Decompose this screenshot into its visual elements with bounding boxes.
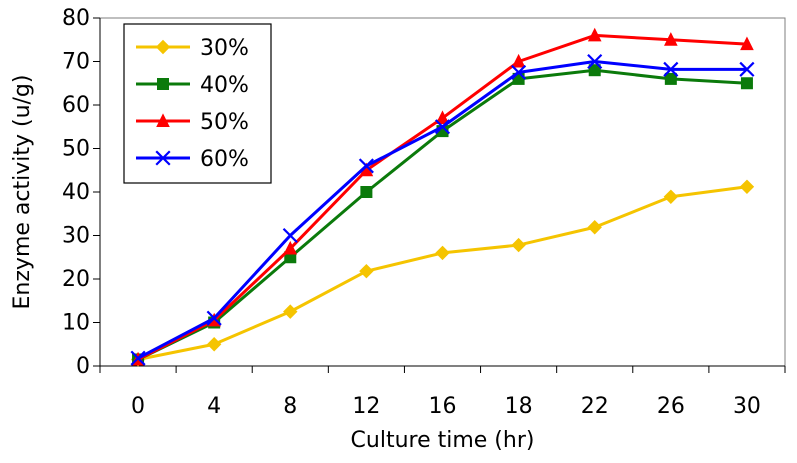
y-tick-label: 0 <box>76 354 90 379</box>
data-point <box>359 263 374 279</box>
data-point <box>283 304 298 319</box>
x-tick-label: 12 <box>352 394 380 419</box>
x-tick-label: 8 <box>283 394 297 419</box>
x-tick-label: 26 <box>657 394 685 419</box>
x-tick-label: 22 <box>581 394 609 419</box>
legend-label: 30% <box>200 36 249 61</box>
data-point <box>206 310 222 326</box>
legend-label: 50% <box>200 110 249 135</box>
data-point <box>282 227 298 244</box>
data-point <box>206 337 222 352</box>
x-tick-label: 4 <box>207 394 221 419</box>
series-layer <box>130 27 755 367</box>
data-point <box>664 72 677 85</box>
y-axis: 0 10 20 30 40 50 60 70 80 <box>62 6 101 379</box>
data-point <box>435 245 450 261</box>
data-point <box>587 53 603 70</box>
data-point <box>358 158 374 174</box>
legend-item: 40% <box>136 73 249 98</box>
data-point <box>130 350 146 366</box>
data-point <box>511 237 526 253</box>
data-point <box>157 78 169 90</box>
x-axis: 0 4 8 12 16 18 22 26 30 <box>99 365 786 419</box>
y-axis-title: Enzyme activity (u/g) <box>10 75 35 310</box>
data-point <box>588 64 601 77</box>
legend-label: 40% <box>200 73 249 98</box>
y-tick-label: 10 <box>62 311 90 336</box>
y-tick-label: 30 <box>62 224 90 249</box>
legend-item: 50% <box>136 110 249 135</box>
data-point <box>511 64 527 80</box>
legend-item: 60% <box>136 147 249 172</box>
data-point <box>156 113 170 127</box>
y-tick-label: 40 <box>62 180 90 205</box>
data-point <box>587 220 602 235</box>
data-point <box>587 27 602 42</box>
x-axis-title: Culture time (hr) <box>351 428 535 453</box>
data-point <box>739 179 755 194</box>
data-point <box>664 32 678 46</box>
data-point <box>435 110 450 125</box>
x-tick-label: 16 <box>429 394 457 419</box>
data-point <box>155 150 171 166</box>
legend-item: 30% <box>136 36 249 61</box>
data-point <box>740 36 754 51</box>
legend-label: 60% <box>200 147 249 172</box>
data-point <box>663 189 679 204</box>
legend: 30% 40% 50% 60% <box>123 23 272 184</box>
data-point <box>511 53 526 68</box>
data-point <box>434 119 451 135</box>
data-point <box>739 61 755 77</box>
x-tick-label: 30 <box>733 394 761 419</box>
data-point <box>663 61 679 77</box>
y-tick-label: 20 <box>62 267 90 292</box>
x-tick-label: 0 <box>131 394 145 419</box>
y-tick-label: 70 <box>62 50 90 75</box>
data-point <box>283 240 298 255</box>
data-point <box>155 39 171 55</box>
series-60-percent <box>130 53 755 366</box>
x-tick-label: 18 <box>505 394 533 419</box>
data-point <box>360 186 373 198</box>
y-tick-label: 60 <box>62 93 90 118</box>
data-point <box>740 77 753 90</box>
y-tick-label: 50 <box>62 137 90 162</box>
y-tick-label: 80 <box>62 6 90 31</box>
series-30-percent <box>130 179 755 367</box>
